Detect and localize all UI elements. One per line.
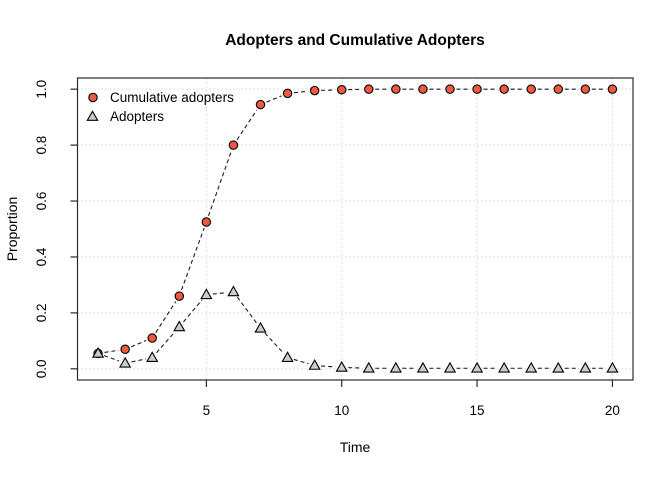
series-segment-adopters [157,332,175,353]
series-segment-adopters [294,359,309,363]
series-segment-cumulative [294,91,308,92]
data-point-adopters [174,321,184,330]
series-segment-cumulative [237,110,257,140]
series-segment-adopters [213,293,227,294]
data-point-cumulative [283,89,291,97]
data-point-cumulative [229,141,237,149]
series-segment-adopters [104,356,119,361]
data-point-cumulative [500,85,508,93]
data-point-cumulative [581,85,589,93]
series-segment-adopters [265,333,283,353]
chart-title: Adopters and Cumulative Adopters [225,32,485,49]
data-point-adopters [472,363,482,372]
data-point-adopters [201,289,211,298]
data-point-cumulative [148,334,156,342]
data-point-adopters [337,362,347,371]
data-point-adopters [282,352,292,361]
data-point-cumulative [175,292,183,300]
data-point-adopters [309,360,319,369]
data-point-cumulative [446,85,454,93]
data-point-adopters [553,363,563,372]
data-point-adopters [526,363,536,372]
data-point-adopters [580,363,590,372]
data-point-cumulative [608,85,616,93]
series-layer [93,85,618,372]
series-segment-cumulative [104,350,118,352]
x-tick-label: 20 [605,403,620,418]
series-segment-cumulative [267,96,282,102]
data-point-adopters [364,363,374,372]
data-point-cumulative [310,86,318,94]
y-tick-label: 0.4 [34,247,49,266]
legend-triangle-marker-icon [87,111,97,120]
data-point-cumulative [256,100,264,108]
data-point-adopters [418,363,428,372]
legend-label-adopters: Adopters [110,109,164,124]
series-segment-adopters [183,300,202,322]
x-tick-label: 5 [203,403,211,418]
x-tick-label: 15 [470,403,485,418]
data-point-adopters [147,352,157,361]
legend: Cumulative adopters Adopters [87,90,234,124]
data-point-adopters [391,363,401,372]
y-tick-label: 0.2 [34,303,49,322]
y-tick-label: 0.0 [34,359,49,378]
data-point-adopters [445,363,455,372]
data-point-adopters [607,363,617,372]
data-point-cumulative [202,218,210,226]
data-point-cumulative [365,85,373,93]
data-point-adopters [120,358,130,367]
data-point-cumulative [419,85,427,93]
series-segment-cumulative [156,302,176,333]
y-tick-label: 1.0 [34,80,49,99]
series-segment-adopters [132,359,146,362]
series-segment-adopters [321,366,335,367]
series-segment-cumulative [209,151,232,216]
data-point-cumulative [527,85,535,93]
data-point-cumulative [392,85,400,93]
series-segment-adopters [237,297,256,323]
y-axis-label: Proportion [4,197,20,262]
y-tick-label: 0.6 [34,192,49,211]
data-point-adopters [255,323,265,332]
data-point-adopters [499,363,509,372]
data-point-cumulative [554,85,562,93]
data-point-cumulative [121,345,129,353]
data-point-adopters [228,287,238,296]
data-point-cumulative [338,86,346,94]
data-point-cumulative [473,85,481,93]
legend-circle-marker-icon [89,93,97,101]
y-tick-label: 0.8 [34,136,49,155]
series-segment-cumulative [182,228,205,290]
x-tick-label: 10 [334,403,349,418]
x-axis-label: Time [340,439,371,455]
series-segment-cumulative [131,341,146,347]
legend-label-cumulative: Cumulative adopters [110,90,234,105]
